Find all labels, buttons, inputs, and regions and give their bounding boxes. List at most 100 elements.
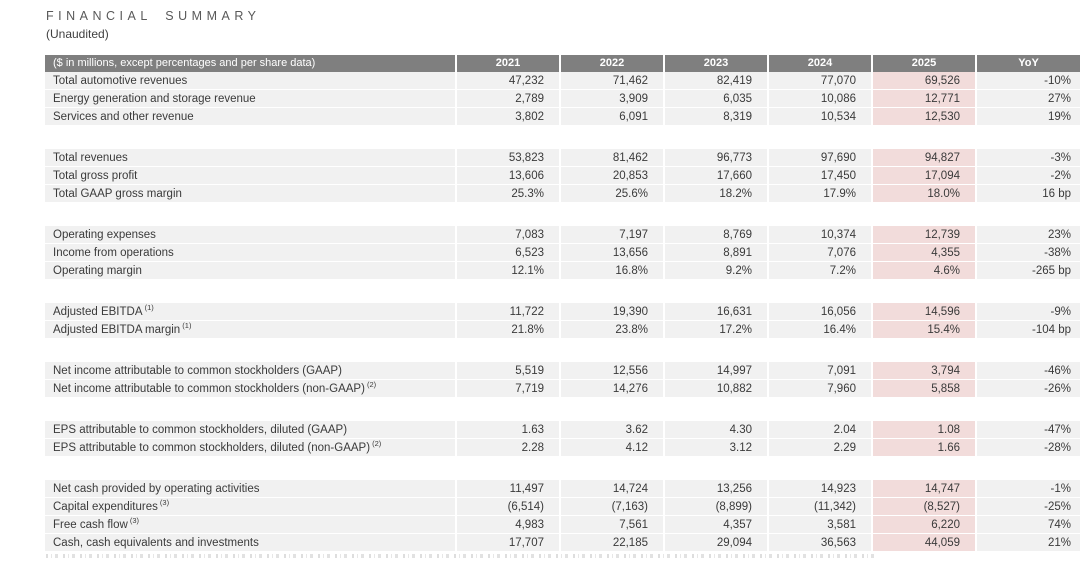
cell-2025: 4.6% [873,262,977,280]
cell-2022: 4.12 [561,439,665,457]
table-row: Net income attributable to common stockh… [45,380,1080,398]
cell-yoy: -265 bp [977,262,1080,280]
cell-2024: 3,581 [769,516,873,534]
cell-2023: 18.2% [665,185,769,203]
column-header-yoy: YoY [977,55,1080,72]
cell-2025: 15.4% [873,321,977,339]
cell-2023: 9.2% [665,262,769,280]
cell-yoy: -47% [977,421,1080,439]
row-label: Income from operations [45,244,457,262]
table-row: Total gross profit 13,606 20,853 17,660 17,4… [45,167,1080,185]
cell-yoy: -3% [977,149,1080,167]
cell-2024: 10,374 [769,226,873,244]
cell-2024: 97,690 [769,149,873,167]
cell-yoy: 27% [977,90,1080,108]
row-label: Total revenues [45,149,457,167]
cell-2023: 14,997 [665,362,769,380]
row-label: Total gross profit [45,167,457,185]
section-gap-row [45,457,1080,480]
footnote-reference: (2) [364,380,377,389]
cell-yoy: -26% [977,380,1080,398]
cell-2024: 7,960 [769,380,873,398]
section-gap-row [45,203,1080,226]
cell-2021: 6,523 [457,244,561,262]
cell-yoy: -28% [977,439,1080,457]
cell-2022: 7,197 [561,226,665,244]
cell-2025: 14,596 [873,303,977,321]
cell-2025: 1.08 [873,421,977,439]
table-row: Operating expenses 7,083 7,197 8,769 10,374 1… [45,226,1080,244]
column-header-2022: 2022 [561,55,665,72]
row-label: Net cash provided by operating activitie… [45,480,457,498]
table-row: Net income attributable to common stockh… [45,362,1080,380]
cell-2024: 17.9% [769,185,873,203]
cell-2023: 13,256 [665,480,769,498]
row-label: Capital expenditures (3) [45,498,457,516]
clipped-footnote-text [46,554,874,558]
section-gap-row [45,339,1080,362]
cell-2021: 12.1% [457,262,561,280]
footnote-reference: (3) [127,516,140,525]
cell-yoy: -2% [977,167,1080,185]
column-header-2021: 2021 [457,55,561,72]
table-row: EPS attributable to common stockholders,… [45,421,1080,439]
row-label: Net income attributable to common stockh… [45,362,457,380]
cell-2023: 4,357 [665,516,769,534]
table-row: Services and other revenue 3,802 6,091 8,31… [45,108,1080,126]
table-row: Cash, cash equivalents and investments 17… [45,534,1080,552]
cell-2024: 2.29 [769,439,873,457]
cell-2023: 4.30 [665,421,769,439]
cell-yoy: -104 bp [977,321,1080,339]
cell-2022: 19,390 [561,303,665,321]
cell-yoy: -25% [977,498,1080,516]
cell-2025: 4,355 [873,244,977,262]
row-label: Net income attributable to common stockh… [45,380,457,398]
cell-2023: 8,891 [665,244,769,262]
cell-2023: 8,769 [665,226,769,244]
cell-2023: 82,419 [665,72,769,90]
cell-2025: 18.0% [873,185,977,203]
section-gap [45,398,1080,421]
cell-2023: 29,094 [665,534,769,552]
section-gap-row [45,280,1080,303]
cell-2024: 16.4% [769,321,873,339]
cell-2021: 5,519 [457,362,561,380]
cell-2023: 16,631 [665,303,769,321]
row-label: Total automotive revenues [45,72,457,90]
cell-yoy: 16 bp [977,185,1080,203]
cell-yoy: -46% [977,362,1080,380]
row-label: Operating margin [45,262,457,280]
cell-2021: (6,514) [457,498,561,516]
section-gap [45,126,1080,149]
cell-2021: 11,497 [457,480,561,498]
row-label: Total GAAP gross margin [45,185,457,203]
cell-2025: 17,094 [873,167,977,185]
cell-2022: 71,462 [561,72,665,90]
row-label: Adjusted EBITDA (1) [45,303,457,321]
column-header-2025: 2025 [873,55,977,72]
row-label: EPS attributable to common stockholders,… [45,439,457,457]
cell-2023: 10,882 [665,380,769,398]
cell-2024: (11,342) [769,498,873,516]
table-row: Total automotive revenues 47,232 71,462 82,… [45,72,1080,90]
table-row: Operating margin 12.1% 16.8% 9.2% 7.2% 4.6% -2… [45,262,1080,280]
cell-2022: 3,909 [561,90,665,108]
cell-2025: 12,771 [873,90,977,108]
table-row: Income from operations 6,523 13,656 8,891 7,… [45,244,1080,262]
page-subtitle: (Unaudited) [46,27,109,41]
cell-2022: 16.8% [561,262,665,280]
column-header-2023: 2023 [665,55,769,72]
cell-2025: 3,794 [873,362,977,380]
section-gap-row [45,126,1080,149]
cell-yoy: -9% [977,303,1080,321]
row-label: Cash, cash equivalents and investments [45,534,457,552]
cell-2024: 16,056 [769,303,873,321]
row-label: Services and other revenue [45,108,457,126]
cell-2022: 22,185 [561,534,665,552]
cell-2024: 2.04 [769,421,873,439]
cell-2021: 21.8% [457,321,561,339]
row-label: EPS attributable to common stockholders,… [45,421,457,439]
cell-2023: 17.2% [665,321,769,339]
cell-2025: 12,530 [873,108,977,126]
financial-summary-table: ($ in millions, except percentages and p… [45,55,1080,552]
